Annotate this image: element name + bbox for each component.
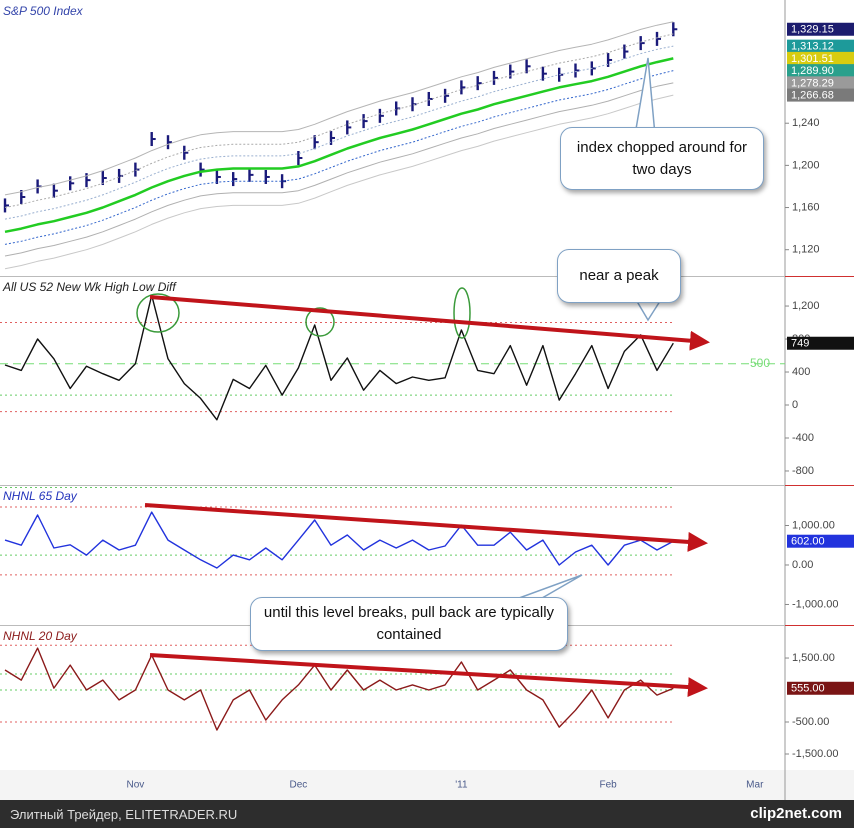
callout-tail	[634, 57, 656, 136]
series-line	[4, 82, 674, 257]
chart: 1,120 1,160 1,200 1,240 1,329.15 1,313.121,30…	[0, 0, 854, 800]
x-tick-label: Dec	[290, 780, 308, 791]
x-tick-label: '11	[455, 780, 468, 791]
value-tag-label: 602.00	[791, 536, 825, 548]
y-tick-label: 0	[792, 399, 798, 411]
series-line	[4, 511, 674, 569]
highlight-ellipse	[305, 307, 335, 337]
y-tick-label: 1,240	[792, 117, 820, 129]
price-bar	[443, 88, 447, 103]
value-tag-label: 555.00	[791, 683, 825, 695]
y-tick-label: -800	[792, 465, 814, 477]
annotation-shapes	[136, 57, 710, 698]
plot-layer: 1,120 1,160 1,200 1,240 1,329.15 1,313.121,30…	[0, 4, 854, 791]
price-bar	[362, 114, 365, 129]
x-tick-label: Nov	[127, 780, 145, 791]
panel-title: NHNL 65 Day	[3, 489, 78, 503]
y-tick-label: 400	[792, 366, 810, 378]
y-tick-label: 1,200	[792, 300, 820, 312]
moving-average	[4, 57, 674, 234]
series-line	[4, 21, 674, 196]
callout: until this level breaks, pull back are t…	[250, 597, 568, 651]
y-tick-label: 1,000.00	[792, 519, 835, 531]
value-tag-label: 1,289.90	[791, 65, 834, 77]
value-tag	[787, 336, 854, 350]
callout: index chopped around for two days	[560, 127, 764, 190]
value-tag-label: 1,266.68	[791, 90, 834, 102]
x-tick-label: Mar	[746, 780, 764, 791]
series-line	[4, 294, 674, 421]
y-tick-label: 1,120	[792, 244, 820, 256]
y-tick-label: 1,500.00	[792, 652, 835, 664]
footer-source: Элитный Трейдер, ELITETRADER.RU	[10, 807, 238, 822]
panel-title: NHNL 20 Day	[3, 629, 78, 643]
value-tag	[787, 534, 854, 548]
y-tick-label: 0.00	[792, 559, 813, 571]
panel-title: All US 52 New Wk High Low Diff	[2, 280, 177, 294]
value-tag	[787, 64, 854, 78]
y-tick-label: -500.00	[792, 716, 829, 728]
series-line	[4, 647, 674, 731]
value-tag	[787, 88, 854, 102]
value-tag-label: 1,313.12	[791, 41, 834, 53]
value-tag-label: 1,278.29	[791, 77, 834, 89]
x-tick-label: Feb	[599, 780, 617, 791]
y-tick-label: 1,200	[792, 159, 820, 171]
callout: near a peak	[557, 249, 681, 303]
y-tick-label: -1,500.00	[792, 748, 838, 760]
value-tag-label: 1,301.51	[791, 53, 834, 65]
series-line	[4, 94, 674, 270]
trend-arrow	[149, 653, 708, 698]
value-tag	[787, 22, 854, 36]
value-tag-label: 1,329.15	[791, 24, 834, 36]
reference-label: 500	[750, 356, 770, 370]
y-tick-label: 1,160	[792, 201, 820, 213]
value-tag-label: 749	[791, 338, 809, 350]
highlight-ellipse	[136, 293, 180, 333]
trend-arrow	[149, 295, 710, 351]
panel-title: S&P 500 Index	[3, 4, 84, 18]
footer-logo: clip2net.com	[750, 805, 842, 822]
y-tick-label: -400	[792, 432, 814, 444]
price-bar	[199, 162, 202, 177]
value-tag	[787, 681, 854, 695]
value-tag	[787, 76, 854, 90]
x-axis-band	[0, 770, 854, 800]
trend-arrow	[144, 503, 708, 552]
y-tick-label: -1,000.00	[792, 598, 838, 610]
price-bar	[280, 174, 284, 189]
footer: Элитный Трейдер, ELITETRADER.RU clip2net…	[0, 800, 854, 828]
value-tag	[787, 39, 854, 53]
highlight-ellipse	[453, 287, 471, 339]
value-tag	[787, 51, 854, 65]
